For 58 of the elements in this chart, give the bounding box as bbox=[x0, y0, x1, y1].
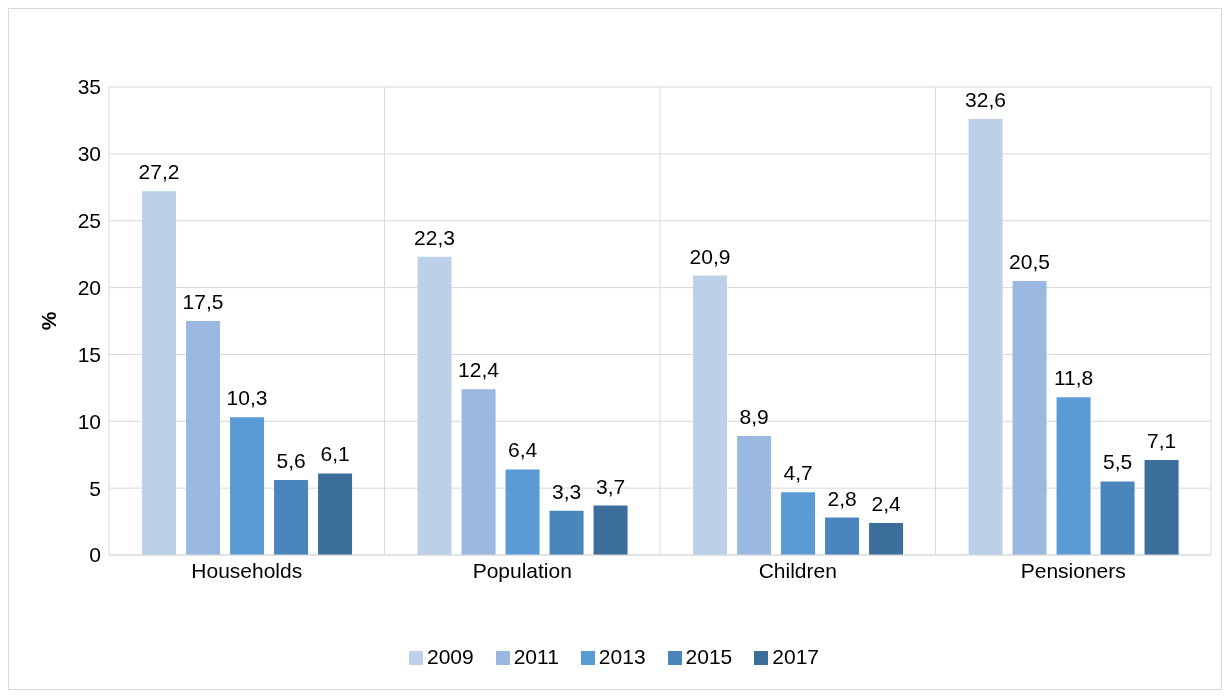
bar bbox=[318, 473, 353, 555]
x-tick-label: Households bbox=[191, 558, 303, 582]
y-tick-label: 5 bbox=[89, 476, 101, 500]
bar bbox=[1100, 481, 1135, 555]
x-tick-label: Population bbox=[472, 558, 572, 582]
y-tick-label: 30 bbox=[77, 142, 101, 166]
legend-label: 2011 bbox=[513, 645, 559, 668]
bar bbox=[549, 510, 584, 555]
bar bbox=[968, 119, 1003, 555]
y-tick-label: 0 bbox=[89, 543, 101, 567]
bar bbox=[693, 275, 728, 555]
data-label: 32,6 bbox=[965, 88, 1006, 112]
legend-label: 2009 bbox=[426, 645, 474, 668]
bar bbox=[274, 480, 309, 555]
data-label: 5,5 bbox=[1102, 450, 1133, 474]
bar bbox=[142, 191, 177, 555]
y-tick-label: 20 bbox=[77, 276, 101, 300]
x-tick-label: Pensioners bbox=[1020, 558, 1126, 582]
data-label: 17,5 bbox=[182, 290, 224, 313]
data-label: 2,4 bbox=[871, 491, 901, 515]
data-label: 3,3 bbox=[551, 479, 582, 503]
y-tick-label: 35 bbox=[77, 75, 101, 99]
data-label: 10,3 bbox=[226, 386, 268, 410]
data-label: 2,8 bbox=[827, 486, 857, 510]
data-label: 20,9 bbox=[689, 244, 731, 268]
data-label: 3,7 bbox=[595, 474, 626, 498]
legend-label: 2013 bbox=[598, 645, 646, 668]
legend-label: 2017 bbox=[772, 645, 820, 668]
data-label: 4,7 bbox=[783, 461, 813, 485]
x-tick-label: Children bbox=[758, 558, 837, 582]
y-axis-title: % bbox=[37, 311, 61, 331]
bar bbox=[869, 522, 904, 555]
data-label: 7,1 bbox=[1146, 429, 1177, 453]
bar bbox=[186, 321, 221, 555]
bar bbox=[781, 492, 816, 555]
bar bbox=[737, 435, 772, 555]
bar bbox=[417, 256, 452, 555]
bar bbox=[1144, 460, 1179, 555]
bar bbox=[1012, 280, 1047, 555]
y-tick-label: 15 bbox=[77, 342, 101, 366]
data-label: 12,4 bbox=[458, 358, 500, 382]
bar bbox=[461, 389, 496, 555]
bar bbox=[825, 517, 860, 555]
legend-label: 2015 bbox=[685, 645, 733, 668]
data-label: 27,2 bbox=[138, 160, 180, 184]
bar bbox=[593, 505, 628, 555]
data-label: 5,6 bbox=[276, 449, 306, 473]
data-label: 6,4 bbox=[507, 438, 538, 462]
data-label: 20,5 bbox=[1009, 249, 1050, 273]
y-tick-label: 10 bbox=[77, 409, 101, 433]
y-tick-label: 25 bbox=[77, 209, 101, 233]
bar bbox=[230, 417, 265, 555]
data-label: 22,3 bbox=[414, 225, 455, 249]
bar bbox=[505, 469, 540, 555]
bar bbox=[1056, 397, 1091, 555]
data-label: 8,9 bbox=[739, 404, 769, 428]
data-label: 6,1 bbox=[320, 442, 350, 466]
data-label: 11,8 bbox=[1053, 366, 1094, 390]
